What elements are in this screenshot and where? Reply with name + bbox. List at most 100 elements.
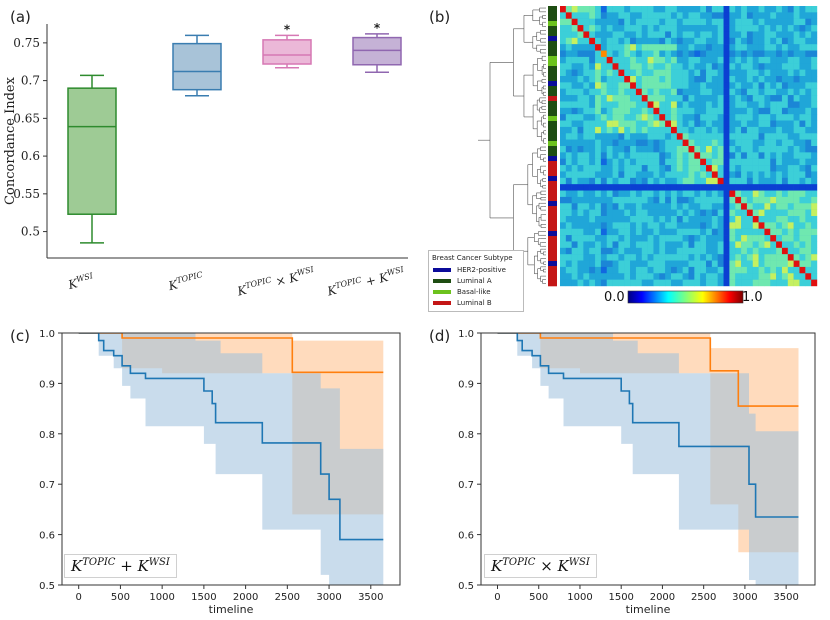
b-heatmap-cell xyxy=(577,25,584,32)
b-heatmap-cell xyxy=(711,76,718,83)
b-heatmap-cell xyxy=(793,88,800,96)
b-heatmap-cell xyxy=(600,95,607,102)
b-heatmap-cell xyxy=(676,101,683,109)
a-x-tick-label-part: TOPIC xyxy=(334,275,362,290)
b-heatmap-cell xyxy=(723,279,730,287)
b-heatmap-cell xyxy=(793,260,800,268)
b-heatmap-cell xyxy=(589,50,596,58)
b-heatmap-cell xyxy=(612,266,619,274)
b-heatmap-cell xyxy=(682,95,689,102)
b-heatmap-cell xyxy=(670,76,678,83)
b-heatmap-cell xyxy=(787,266,794,274)
a-x-tick-label: KTOPIC × KWSI xyxy=(235,265,317,299)
b-heatmap-cell xyxy=(735,171,742,179)
c-x-tick-label: 2500 xyxy=(275,592,300,603)
b-heatmap-cell xyxy=(630,260,637,268)
b-heatmap-cell xyxy=(676,235,683,242)
b-heatmap-cell xyxy=(635,18,642,26)
b-heatmap-cell xyxy=(776,171,783,179)
b-heatmap-cell xyxy=(700,228,707,236)
b-heatmap-cell xyxy=(676,158,683,166)
b-heatmap-cell xyxy=(641,171,648,179)
d-x-axis-label: timeline xyxy=(626,603,671,616)
b-heatmap-cell xyxy=(682,158,689,166)
b-heatmap-cell xyxy=(676,190,683,198)
b-heatmap-cell xyxy=(635,114,642,121)
b-heatmap-cell xyxy=(741,152,748,159)
b-heatmap-cell xyxy=(758,88,765,96)
b-heatmap-cell xyxy=(635,107,642,115)
b-heatmap-cell xyxy=(595,184,602,191)
b-heatmap-cell xyxy=(600,31,607,39)
b-heatmap-cell xyxy=(706,247,713,255)
b-heatmap-cell xyxy=(735,133,742,140)
b-heatmap-cell xyxy=(659,25,666,32)
b-heatmap-cell xyxy=(758,63,765,70)
b-heatmap-cell xyxy=(565,101,572,109)
b-heatmap-cell xyxy=(717,18,724,26)
b-heatmap-cell xyxy=(682,133,689,140)
b-heatmap-cell xyxy=(618,44,625,51)
b-heatmap-cell xyxy=(735,216,742,223)
b-heatmap-cell xyxy=(647,114,654,121)
legend-c-base: K xyxy=(71,557,83,575)
b-heatmap-cell xyxy=(787,152,794,159)
b-heatmap-cell xyxy=(630,50,637,58)
b-heatmap-cell xyxy=(676,95,683,102)
b-heatmap-cell xyxy=(682,146,689,153)
b-heatmap-cell xyxy=(741,196,748,204)
b-heatmap-cell xyxy=(641,222,648,229)
b-heatmap-cell xyxy=(781,152,788,159)
b-heatmap-cell xyxy=(729,190,736,198)
b-heatmap-cell xyxy=(682,139,689,147)
b-heatmap-cell xyxy=(781,120,788,128)
b-heatmap-cell xyxy=(694,69,701,77)
a-y-tick-label: 0.75 xyxy=(13,36,40,50)
b-heatmap-cell xyxy=(618,196,625,204)
b-heatmap-cell xyxy=(706,171,713,179)
b-heatmap-cell xyxy=(746,203,753,210)
b-heatmap-cell xyxy=(770,228,777,236)
b-heatmap-cell xyxy=(618,260,625,268)
b-heatmap-cell xyxy=(647,101,654,109)
legend-entry-luminal-a: Luminal A xyxy=(429,275,523,286)
b-heatmap-cell xyxy=(752,190,759,198)
b-heatmap-cell xyxy=(700,247,707,255)
b-heatmap-cell xyxy=(787,107,794,115)
b-heatmap-cell xyxy=(793,247,800,255)
b-heatmap-cell xyxy=(711,114,718,121)
b-heatmap-cell xyxy=(706,88,713,96)
b-heatmap-cell xyxy=(735,88,742,96)
b-heatmap-cell xyxy=(811,266,818,274)
b-heatmap-cell xyxy=(746,158,753,166)
b-heatmap-cell xyxy=(799,254,806,261)
b-heatmap-cell xyxy=(805,114,812,121)
b-heatmap-cell xyxy=(711,254,718,261)
b-subtype-cell xyxy=(548,26,557,32)
b-heatmap-cell xyxy=(752,209,759,217)
b-heatmap-cell xyxy=(665,37,672,45)
b-heatmap-cell xyxy=(565,95,572,102)
b-heatmap-cell xyxy=(735,190,742,198)
b-heatmap-cell xyxy=(560,196,567,204)
b-heatmap-cell xyxy=(717,37,724,45)
b-heatmap-cell xyxy=(746,63,753,70)
b-heatmap-cell xyxy=(653,266,660,274)
b-heatmap-cell xyxy=(565,165,572,172)
b-heatmap-cell xyxy=(752,260,759,268)
b-heatmap-cell xyxy=(600,44,607,51)
d-y-tick-label: 1.0 xyxy=(458,329,474,340)
b-heatmap-cell xyxy=(735,209,742,217)
b-heatmap-cell xyxy=(805,196,812,204)
b-heatmap-cell xyxy=(694,56,701,64)
b-heatmap-cell xyxy=(670,31,678,39)
b-heatmap-cell xyxy=(565,114,572,121)
b-heatmap-cell xyxy=(560,120,567,128)
b-heatmap-cell xyxy=(641,107,648,115)
b-heatmap-cell xyxy=(630,133,637,140)
b-heatmap-cell xyxy=(717,222,724,229)
b-heatmap-cell xyxy=(758,254,765,261)
b-subtype-cell xyxy=(548,76,557,82)
b-heatmap-cell xyxy=(700,177,707,185)
b-heatmap-cell xyxy=(700,254,707,261)
